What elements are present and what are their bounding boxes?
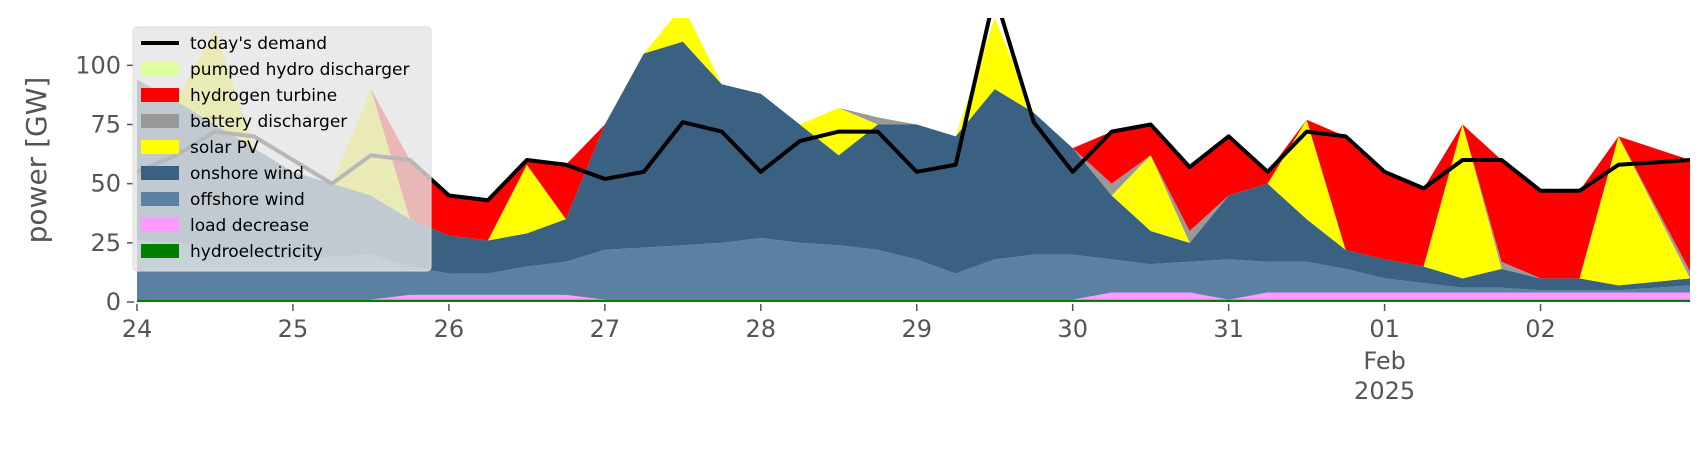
- x-tick-label: 30: [1057, 315, 1088, 343]
- area: [137, 292, 1690, 300]
- area: [137, 18, 1690, 286]
- y-tick-label: 75: [90, 111, 121, 139]
- legend-swatch: [141, 218, 179, 232]
- x-tick-sublabel: Feb: [1363, 347, 1406, 375]
- x-tick-label: 29: [901, 315, 932, 343]
- x-tick-label: 31: [1213, 315, 1244, 343]
- legend-swatch: [141, 114, 179, 128]
- legend-box: [132, 26, 432, 272]
- legend-swatch: [141, 192, 179, 206]
- legend-label: onshore wind: [190, 164, 304, 184]
- legend-label: offshore wind: [190, 190, 305, 210]
- y-tick-label: 50: [90, 170, 121, 198]
- legend-label: load decrease: [190, 216, 309, 236]
- legend-label: battery discharger: [190, 112, 347, 132]
- area: [137, 299, 1690, 302]
- legend-label: hydroelectricity: [190, 242, 323, 262]
- legend-label: today's demand: [190, 34, 327, 54]
- area: [137, 18, 1690, 279]
- x-tick-label: 28: [746, 315, 777, 343]
- x-tick-label: 01: [1369, 315, 1400, 343]
- legend-label: pumped hydro discharger: [190, 60, 409, 80]
- legend-label: solar PV: [190, 138, 259, 158]
- x-tick-label: 25: [278, 315, 309, 343]
- y-tick-label: 0: [106, 288, 121, 316]
- x-tick-label: 26: [434, 315, 465, 343]
- y-axis-label: power [GW]: [20, 77, 53, 244]
- y-tick-label: 25: [90, 229, 121, 257]
- legend-swatch: [141, 244, 179, 258]
- legend-label: hydrogen turbine: [190, 86, 337, 106]
- x-tick-label: 27: [590, 315, 621, 343]
- legend-swatch: [141, 140, 179, 154]
- x-tick-label: 24: [122, 315, 153, 343]
- legend-swatch: [141, 166, 179, 180]
- legend-swatch: [141, 88, 179, 102]
- y-tick-label: 100: [75, 51, 121, 79]
- x-tick-sublabel: 2025: [1354, 377, 1415, 405]
- x-tick-label: 02: [1525, 315, 1556, 343]
- legend-swatch: [141, 62, 179, 76]
- area: [137, 238, 1690, 300]
